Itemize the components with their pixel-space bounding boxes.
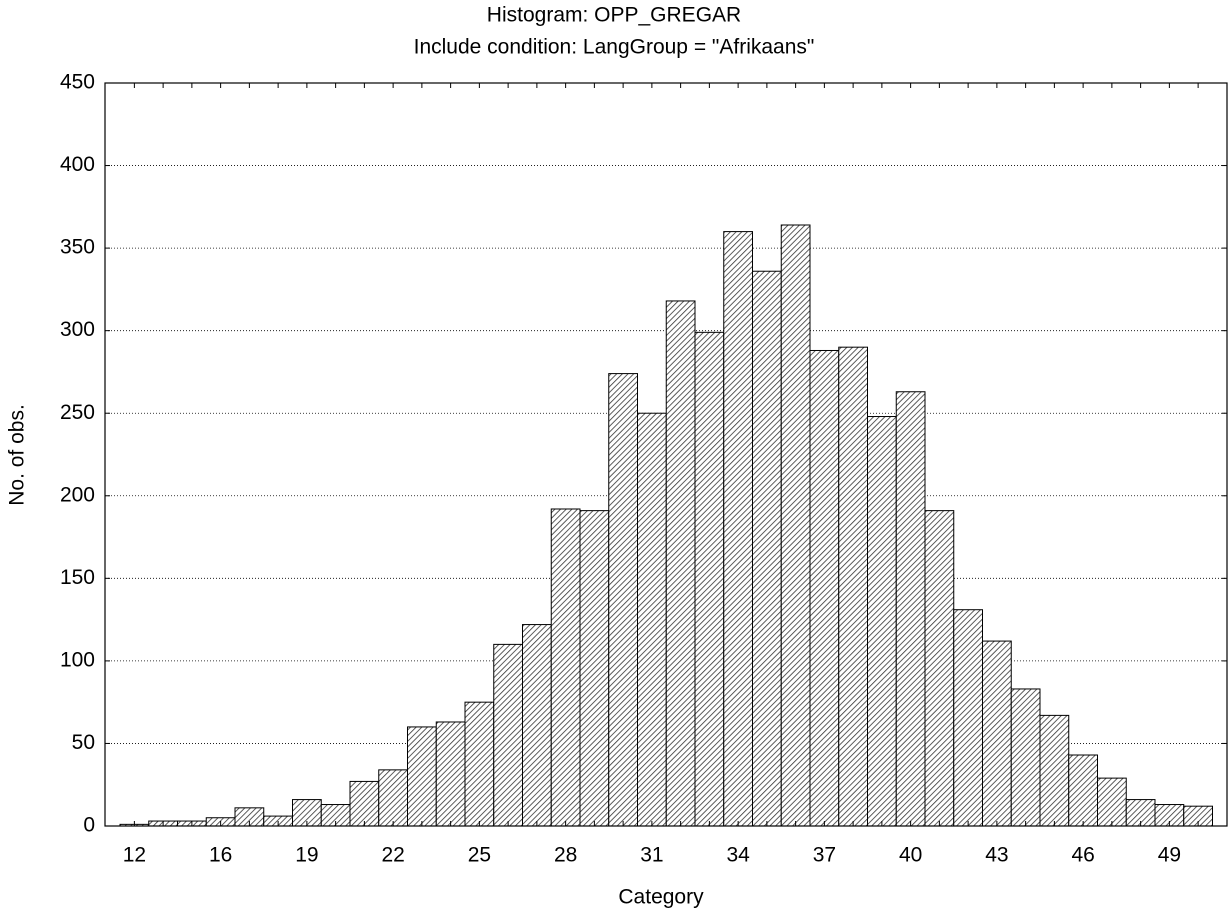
- x-tick-label: 34: [726, 844, 750, 867]
- x-tick-label: 40: [899, 844, 922, 867]
- bar: [550, 508, 581, 827]
- bar: [407, 726, 437, 827]
- bar: [752, 270, 782, 827]
- chart-title: Histogram: OPP_GREGAR: [487, 4, 741, 27]
- x-tick-label: 31: [640, 844, 663, 867]
- bar: [1010, 688, 1041, 827]
- bar: [435, 721, 466, 827]
- y-tick-label: 250: [60, 401, 95, 424]
- x-tick-label: 25: [468, 844, 491, 867]
- bar: [809, 349, 840, 827]
- y-tick-label: 150: [60, 566, 95, 589]
- bar: [665, 300, 696, 827]
- bar: [838, 346, 868, 827]
- bar: [1068, 754, 1098, 827]
- bar: [723, 231, 753, 827]
- y-axis-label: No. of obs.: [6, 404, 29, 506]
- bar: [895, 391, 926, 827]
- y-tick-label: 400: [60, 153, 95, 176]
- bar: [579, 510, 610, 827]
- bar: [493, 643, 523, 827]
- x-tick-label: 37: [813, 844, 836, 867]
- x-tick-label: 28: [554, 844, 577, 867]
- x-tick-label: 43: [985, 844, 1008, 867]
- bar: [608, 373, 638, 827]
- y-tick-label: 300: [60, 318, 95, 341]
- y-tick-label: 50: [72, 731, 95, 754]
- y-tick-label: 0: [83, 814, 95, 837]
- bar: [1097, 777, 1127, 827]
- y-tick-label: 350: [60, 236, 95, 259]
- bar: [924, 510, 955, 827]
- bar: [953, 609, 983, 827]
- bar: [637, 412, 667, 827]
- y-tick-label: 200: [60, 483, 95, 506]
- x-tick-label: 12: [123, 844, 146, 867]
- bar: [378, 769, 408, 827]
- x-tick-label: 22: [381, 844, 404, 867]
- x-axis-label: Category: [618, 886, 704, 909]
- bar: [780, 224, 811, 827]
- bar: [982, 640, 1012, 827]
- x-tick-label: 19: [295, 844, 318, 867]
- bar: [349, 780, 380, 827]
- x-tick-label: 49: [1158, 844, 1181, 867]
- bar: [694, 331, 725, 827]
- x-tick-label: 46: [1071, 844, 1094, 867]
- y-tick-label: 450: [60, 71, 95, 94]
- y-tick-label: 100: [60, 648, 95, 671]
- x-tick-label: 16: [209, 844, 232, 867]
- bar: [464, 701, 495, 827]
- chart-subtitle: Include condition: LangGroup = "Afrikaan…: [414, 36, 815, 59]
- plot-frame: [104, 82, 1228, 827]
- bar: [1039, 714, 1070, 827]
- bar: [522, 624, 552, 827]
- bar: [867, 416, 897, 827]
